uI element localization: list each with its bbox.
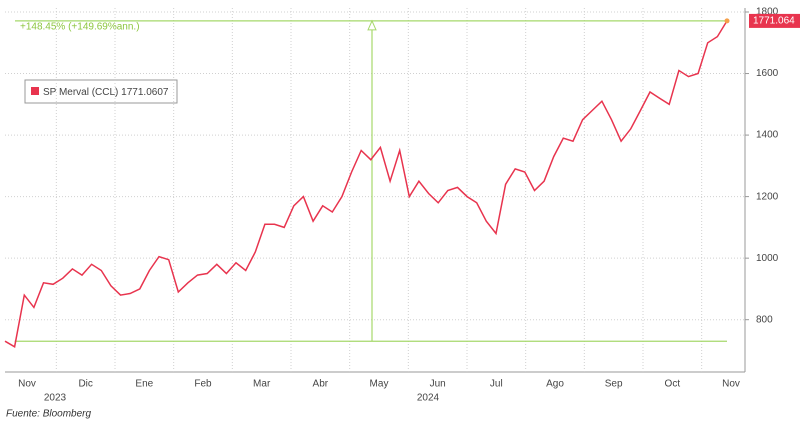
x-tick-label: Jul [490, 379, 503, 390]
x-tick-label: Jun [430, 379, 446, 390]
y-tick-label: 1200 [756, 191, 779, 202]
source: Fuente: Bloomberg [6, 409, 91, 420]
arrow-head [367, 19, 377, 31]
y-tick-label: 1600 [756, 68, 779, 79]
y-tick-label: 1800 [756, 7, 779, 18]
x-tick-label: Sep [605, 379, 623, 390]
legend-swatch [31, 87, 39, 95]
year-label: 2023 [44, 393, 67, 404]
x-tick-label: May [370, 379, 389, 390]
x-tick-label: Nov [722, 379, 740, 390]
legend-label: SP Merval (CCL) 1771.0607 [43, 87, 169, 98]
x-tick-label: Mar [253, 379, 271, 390]
x-tick-label: Ago [546, 379, 564, 390]
last-value-label: 1771.064 [753, 16, 795, 27]
last-value-tag [749, 13, 800, 28]
annotation: +148.45% (+149.69%ann.) [20, 22, 140, 33]
x-tick-label: Ene [135, 379, 153, 390]
x-tick-label: Abr [313, 379, 329, 390]
legend-box [24, 79, 178, 104]
x-tick-label: Dic [78, 379, 92, 390]
y-tick-label: 800 [756, 314, 773, 325]
x-tick-label: Oct [665, 379, 681, 390]
y-tick-label: 1000 [756, 253, 779, 264]
end-point [724, 18, 730, 24]
x-tick-label: Feb [194, 379, 212, 390]
legend: SP Merval (CCL) 1771.0607 [24, 79, 178, 104]
x-tick-label: Nov [18, 379, 36, 390]
y-tick-label: 1400 [756, 130, 779, 141]
year-label: 2024 [417, 393, 440, 404]
price-line [4, 20, 728, 348]
